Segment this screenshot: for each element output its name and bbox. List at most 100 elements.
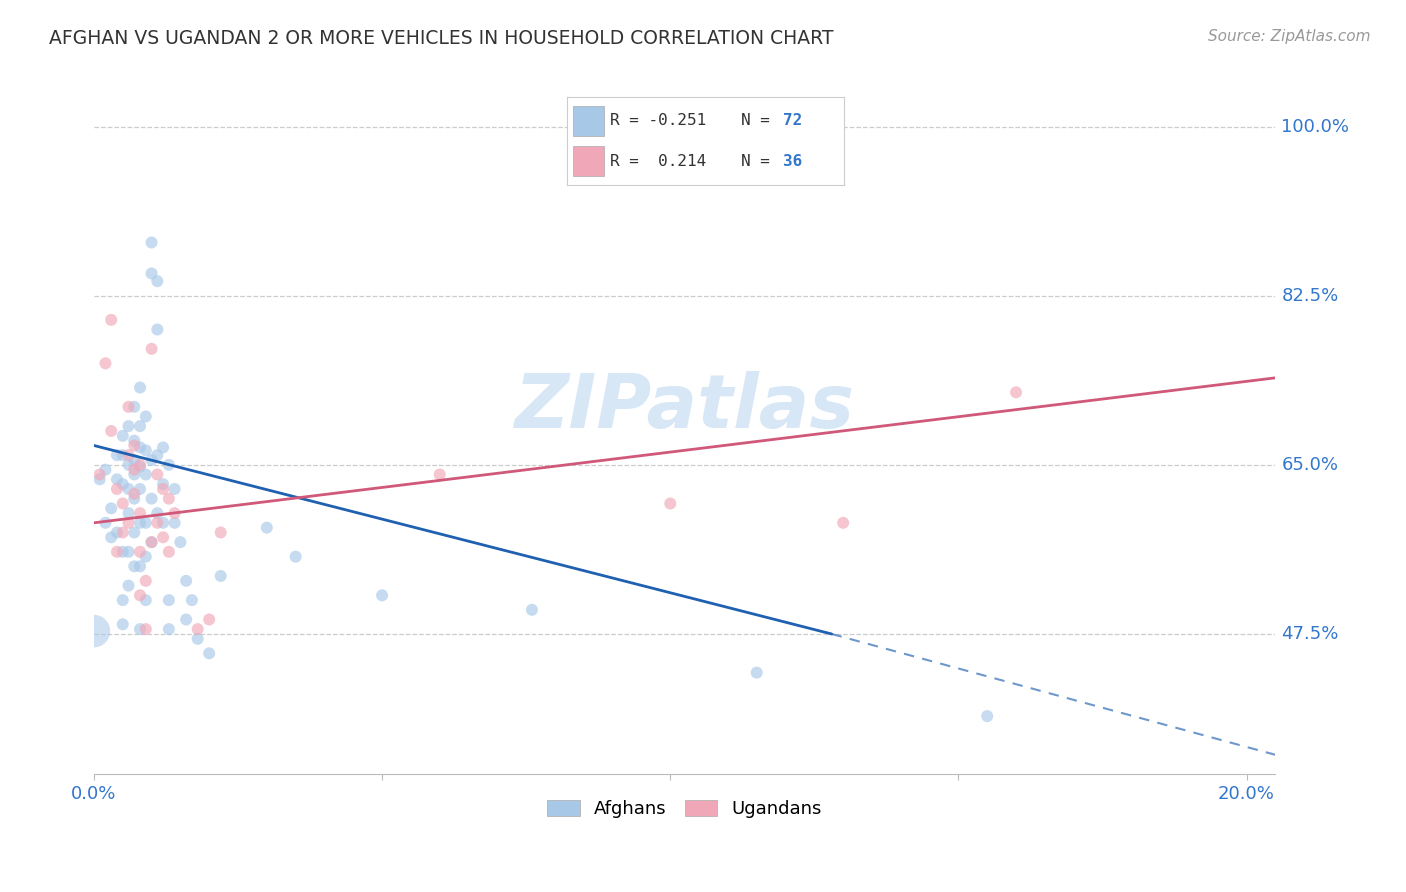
- Point: [83, 624, 105, 638]
- Point: [117, 448, 139, 462]
- Text: 100.0%: 100.0%: [1281, 118, 1350, 136]
- Point: [141, 535, 163, 549]
- Point: [429, 467, 451, 482]
- Point: [111, 593, 134, 607]
- Point: [117, 579, 139, 593]
- Text: 82.5%: 82.5%: [1281, 286, 1339, 305]
- Point: [89, 467, 111, 482]
- Point: [209, 569, 232, 583]
- Point: [152, 516, 174, 530]
- Point: [146, 506, 169, 520]
- Point: [141, 453, 163, 467]
- Point: [122, 559, 145, 574]
- Point: [141, 342, 163, 356]
- Point: [520, 603, 543, 617]
- Point: [105, 545, 128, 559]
- Point: [129, 559, 152, 574]
- Point: [122, 525, 145, 540]
- Point: [129, 506, 152, 520]
- Legend: Afghans, Ugandans: Afghans, Ugandans: [540, 792, 830, 825]
- Point: [141, 491, 163, 506]
- Point: [129, 588, 152, 602]
- Point: [141, 267, 163, 281]
- Point: [117, 482, 139, 496]
- Point: [1005, 385, 1028, 400]
- Text: 65.0%: 65.0%: [1281, 456, 1339, 474]
- Point: [129, 441, 152, 455]
- Point: [129, 622, 152, 636]
- Point: [198, 612, 221, 626]
- Y-axis label: 2 or more Vehicles in Household: 2 or more Vehicles in Household: [0, 287, 8, 556]
- Point: [135, 549, 157, 564]
- Point: [89, 472, 111, 486]
- Point: [105, 525, 128, 540]
- Point: [174, 574, 197, 588]
- Point: [659, 496, 682, 510]
- Point: [152, 477, 174, 491]
- Point: [146, 274, 169, 288]
- Point: [117, 516, 139, 530]
- Point: [745, 665, 768, 680]
- Point: [129, 419, 152, 434]
- Point: [157, 545, 180, 559]
- Point: [187, 632, 209, 646]
- Point: [94, 356, 117, 370]
- Point: [146, 322, 169, 336]
- Point: [169, 535, 191, 549]
- Point: [146, 467, 169, 482]
- Point: [111, 525, 134, 540]
- Point: [163, 516, 186, 530]
- Point: [146, 516, 169, 530]
- Point: [111, 448, 134, 462]
- Point: [141, 535, 163, 549]
- Point: [174, 612, 197, 626]
- Point: [117, 506, 139, 520]
- Text: AFGHAN VS UGANDAN 2 OR MORE VEHICLES IN HOUSEHOLD CORRELATION CHART: AFGHAN VS UGANDAN 2 OR MORE VEHICLES IN …: [49, 29, 834, 47]
- Point: [152, 530, 174, 544]
- Point: [111, 429, 134, 443]
- Point: [129, 459, 152, 474]
- Point: [94, 516, 117, 530]
- Point: [111, 545, 134, 559]
- Point: [117, 545, 139, 559]
- Point: [152, 441, 174, 455]
- Point: [129, 380, 152, 394]
- Point: [129, 482, 152, 496]
- Point: [100, 501, 122, 516]
- Point: [117, 400, 139, 414]
- Point: [122, 453, 145, 467]
- Point: [135, 409, 157, 424]
- Point: [122, 434, 145, 448]
- Point: [105, 448, 128, 462]
- Point: [129, 516, 152, 530]
- Point: [135, 467, 157, 482]
- Point: [94, 463, 117, 477]
- Point: [117, 419, 139, 434]
- Point: [976, 709, 998, 723]
- Point: [122, 438, 145, 452]
- Point: [100, 530, 122, 544]
- Point: [141, 235, 163, 250]
- Point: [135, 593, 157, 607]
- Point: [135, 516, 157, 530]
- Point: [187, 622, 209, 636]
- Point: [256, 521, 278, 535]
- Point: [157, 622, 180, 636]
- Text: ZIPatlas: ZIPatlas: [515, 371, 855, 443]
- Point: [122, 463, 145, 477]
- Point: [129, 458, 152, 472]
- Point: [198, 646, 221, 660]
- Point: [152, 482, 174, 496]
- Point: [157, 593, 180, 607]
- Point: [122, 400, 145, 414]
- Point: [111, 496, 134, 510]
- Point: [157, 458, 180, 472]
- Point: [135, 622, 157, 636]
- Point: [371, 588, 394, 602]
- Point: [111, 477, 134, 491]
- Point: [135, 443, 157, 458]
- Point: [180, 593, 202, 607]
- Point: [163, 482, 186, 496]
- Point: [100, 424, 122, 438]
- Text: 47.5%: 47.5%: [1281, 625, 1339, 643]
